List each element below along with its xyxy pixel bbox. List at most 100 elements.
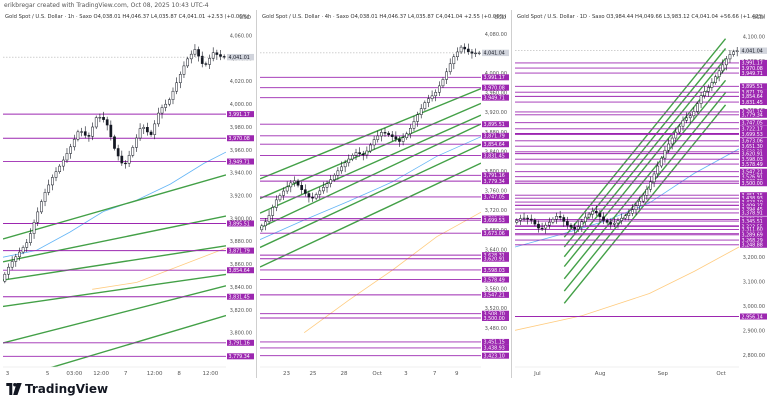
tradingview-logo[interactable]: TradingView xyxy=(6,382,108,396)
candle-body xyxy=(138,128,142,139)
level-label: 3,578.49 xyxy=(484,277,505,283)
level-label-bg xyxy=(740,156,767,163)
trendline xyxy=(3,273,226,308)
candle-body xyxy=(369,144,372,152)
level-label-bg xyxy=(227,135,254,142)
y-tick-label: 3,800.00 xyxy=(485,169,507,175)
candle-body xyxy=(533,219,537,225)
level-label-bg xyxy=(482,141,509,148)
candle-body xyxy=(717,70,721,77)
y-tick-label: 4,020.00 xyxy=(230,79,252,85)
level-label-bg xyxy=(227,247,254,254)
y-tick-label: 3,200.00 xyxy=(743,255,765,261)
level-label-bg xyxy=(482,217,509,224)
trendline xyxy=(3,215,226,263)
level-label: 3,970.08 xyxy=(229,136,250,142)
candle-body xyxy=(120,155,124,164)
trendline xyxy=(563,92,727,292)
candle-body xyxy=(40,201,43,213)
candle-body xyxy=(43,192,47,202)
candle-body xyxy=(696,103,699,112)
candle-body xyxy=(260,225,264,231)
level-label-bg xyxy=(740,143,767,150)
level-label-bg xyxy=(740,168,767,175)
chart-panel-1h[interactable]: Gold Spot / U.S. Dollar · 1h · Saxo O4,0… xyxy=(0,10,255,378)
last-price-label: 4,041.01 xyxy=(229,55,250,61)
level-label: 3,854.64 xyxy=(742,94,763,100)
candle-body xyxy=(72,139,76,148)
level-label-bg xyxy=(482,338,509,345)
chart-header: Gold Spot / U.S. Dollar · 1h · Saxo O4,0… xyxy=(5,14,249,20)
candle-body xyxy=(537,223,540,229)
candle-body xyxy=(678,125,681,133)
candle-body xyxy=(32,222,36,234)
y-tick-label: 4,100.00 xyxy=(743,34,765,40)
level-label-bg xyxy=(740,218,767,225)
panel-divider[interactable] xyxy=(256,10,257,378)
candle-body xyxy=(613,222,616,225)
candle-body xyxy=(149,131,153,135)
level-label-bg xyxy=(740,195,767,202)
level-label: 3,949.71 xyxy=(742,71,763,77)
candle-body xyxy=(10,261,14,268)
candle-body xyxy=(569,224,573,228)
level-label-bg xyxy=(482,152,509,159)
candle-body xyxy=(65,153,69,161)
candle-body xyxy=(94,117,98,128)
panel-divider[interactable] xyxy=(511,10,512,378)
candle-body xyxy=(558,216,562,218)
level-label-bg xyxy=(740,209,767,216)
currency-label: USD xyxy=(752,15,764,21)
plot-area xyxy=(3,44,226,367)
y-tick-label: 3,100.00 xyxy=(743,279,765,285)
level-label: 3,500.00 xyxy=(484,316,505,322)
trendline xyxy=(3,285,226,344)
candle-body xyxy=(282,190,285,196)
candle-body xyxy=(714,76,717,83)
chart-panel-1d[interactable]: Gold Spot / U.S. Dollar · 1D · Saxo O3,9… xyxy=(512,10,768,378)
level-label: 3,289.69 xyxy=(742,233,763,239)
chart-panel-4h[interactable]: Gold Spot / U.S. Dollar · 4h · Saxo O4,0… xyxy=(257,10,510,378)
candle-body xyxy=(51,177,54,186)
candle-body xyxy=(300,185,304,190)
candle-body xyxy=(526,217,529,220)
candle-body xyxy=(656,165,660,175)
candle-body xyxy=(540,227,544,230)
level-label: 3,970.08 xyxy=(742,66,763,72)
candle-body xyxy=(332,174,336,180)
y-tick-label: 3,920.00 xyxy=(230,194,252,200)
footer: TradingView xyxy=(0,378,768,400)
candle-body xyxy=(547,221,551,226)
candle-body xyxy=(87,135,91,137)
ma-slow-line xyxy=(515,246,739,331)
candle-body xyxy=(193,49,197,55)
y-tick-label: 3,860.00 xyxy=(230,262,252,268)
level-label: 3,871.79 xyxy=(229,248,250,254)
level-label-bg xyxy=(740,161,767,168)
candle-body xyxy=(278,195,282,201)
candle-body xyxy=(376,135,380,140)
candle-body xyxy=(340,166,343,172)
candle-body xyxy=(405,133,409,138)
level-label: 3,394.45 xyxy=(742,207,763,213)
candle-body xyxy=(456,51,459,58)
candle-body xyxy=(98,117,102,119)
level-label: 3,949.71 xyxy=(229,159,250,165)
candle-body xyxy=(186,58,189,67)
y-tick-label: 4,060.00 xyxy=(230,33,252,39)
currency-label: USD xyxy=(239,15,251,21)
y-tick-label: 3,800.00 xyxy=(230,331,252,337)
level-label-bg xyxy=(740,89,767,96)
level-label-bg xyxy=(482,94,509,101)
candle-body xyxy=(54,171,58,178)
ma-fast-line xyxy=(3,151,226,258)
y-tick-label: 3,480.00 xyxy=(485,326,507,332)
trendline xyxy=(260,143,481,249)
candle-body xyxy=(699,95,703,104)
candle-body xyxy=(358,152,361,155)
candle-body xyxy=(61,159,65,167)
level-label: 3,620.91 xyxy=(742,151,763,157)
candle-body xyxy=(623,215,627,219)
candle-body xyxy=(474,52,477,55)
candle-body xyxy=(3,273,7,282)
